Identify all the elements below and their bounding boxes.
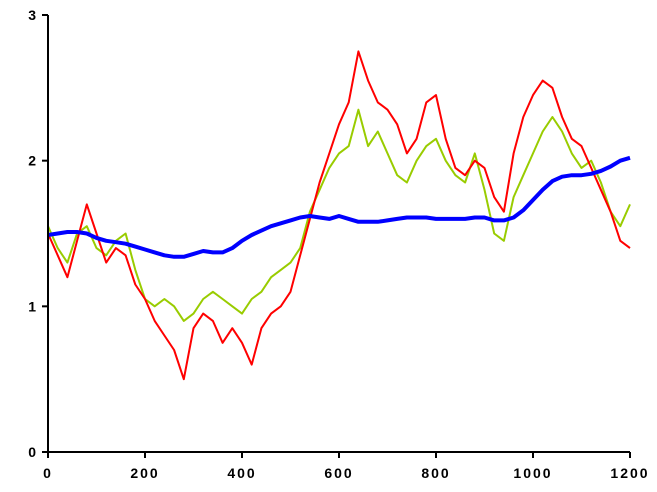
y-tick-label: 1 [28,298,36,314]
x-tick-label: 1200 [610,465,649,481]
x-tick-label: 800 [421,465,450,481]
y-tick-label: 2 [28,153,36,169]
series-line-2 [47,50,631,381]
y-tick-label: 3 [28,7,36,23]
series-line-3 [47,155,631,259]
x-tick-label: 1000 [513,465,552,481]
x-tick-label: 600 [324,465,353,481]
x-tick-label: 400 [227,465,256,481]
x-ticks: 0 200 400 600 800 1000 1200 [43,452,649,481]
series-layer [47,50,631,381]
y-ticks: 0 1 2 3 [28,7,48,460]
y-tick-label: 0 [28,444,36,460]
x-tick-label: 0 [43,465,53,481]
x-tick-label: 200 [130,465,159,481]
